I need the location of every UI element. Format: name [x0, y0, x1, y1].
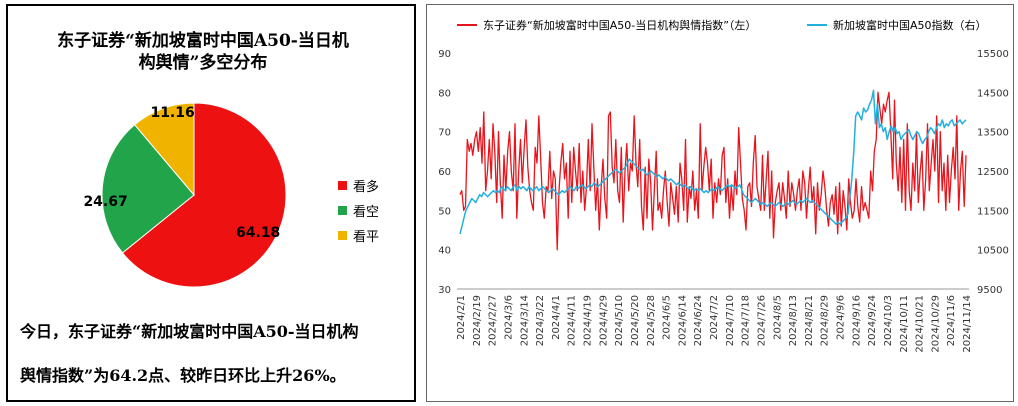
summary-line1: 今日，东子证券“新加坡富时中国A50-当日机构 — [20, 322, 359, 341]
legend-series-a50-index: 新加坡富时中国A50指数（右） — [807, 17, 987, 33]
x-tick-label: 2024/10/11 — [899, 295, 910, 353]
x-tick-label: 2024/10/29 — [930, 295, 941, 353]
x-tick-label: 2024/3/6 — [503, 295, 514, 340]
x-tick-label: 2024/9/16 — [851, 295, 862, 346]
x-tick-label: 2024/7/18 — [741, 295, 752, 346]
x-tick-label: 2024/2/27 — [488, 295, 499, 346]
x-tick-label: 2024/7/10 — [725, 295, 736, 346]
x-tick-label: 2024/3/22 — [535, 295, 546, 346]
y-left-tick-label: 50 — [438, 206, 451, 217]
x-tick-label: 2024/8/5 — [772, 295, 783, 340]
x-tick-label: 2024/7/2 — [709, 295, 720, 340]
x-tick-label: 2024/5/10 — [614, 295, 625, 346]
x-tick-label: 2024/10/21 — [915, 295, 926, 353]
pie-value-label-bullish: 64.18 — [236, 225, 280, 241]
x-tick-label: 2024/6/14 — [677, 295, 688, 346]
pie-chart-panel: 东子证券“新加坡富时中国A50-当日机 构舆情”多空分布 64.18 24.67 1… — [6, 4, 416, 402]
legend-swatch-neutral — [338, 231, 347, 240]
legend-line-sentiment — [457, 24, 477, 26]
y-right-tick-label: 9500 — [977, 285, 1002, 296]
legend-label-a50-index: 新加坡富时中国A50指数（右） — [833, 19, 987, 32]
y-left-tick-label: 30 — [438, 285, 451, 296]
y-right-tick-label: 12500 — [977, 167, 1009, 178]
x-tick-label: 2024/8/13 — [788, 295, 799, 346]
x-tick-label: 2024/4/29 — [598, 295, 609, 346]
y-right-tick-label: 13500 — [977, 128, 1009, 139]
x-tick-label: 2024/11/14 — [962, 295, 973, 353]
x-tick-label: 2024/6/24 — [693, 295, 704, 346]
y-left-tick-label: 40 — [438, 246, 451, 257]
x-tick-label: 2024/10/3 — [883, 295, 894, 346]
x-tick-label: 2024/11/6 — [946, 295, 957, 346]
pie-value-label-neutral: 11.16 — [150, 105, 194, 121]
pie-title-line1: 东子证券“新加坡富时中国A50-当日机 — [57, 31, 349, 51]
x-tick-label: 2024/5/20 — [630, 295, 641, 346]
legend-label-bullish: 看多 — [353, 180, 380, 195]
series-line-a50-index — [459, 89, 967, 235]
x-tick-label: 2024/8/29 — [820, 295, 831, 346]
x-tick-label: 2024/8/21 — [804, 295, 815, 346]
y-left-tick-label: 60 — [438, 167, 451, 178]
line-chart-svg: 30 40 50 60 70 80 90 9500 10500 11500 12500 13500 14… — [438, 49, 1009, 353]
x-tick-label: 2024/2/1 — [456, 295, 467, 340]
legend-item-neutral: 看平 — [338, 226, 379, 245]
legend-label-sentiment: 东子证券“新加坡富时中国A50-当日机构舆情指数”（左） — [483, 19, 757, 32]
summary-line2: 舆情指数”为64.2点、较昨日环比上升26%。 — [20, 366, 346, 385]
pie-slice-bearish — [101, 123, 195, 254]
pie-title-line2: 构舆情”多空分布 — [138, 53, 268, 73]
x-tick-label: 2024/2/19 — [472, 295, 483, 346]
pie-slice-bullish — [121, 102, 287, 288]
legend-item-bearish: 看空 — [338, 201, 379, 220]
legend-swatch-bullish — [338, 181, 347, 190]
x-tick-label: 2024/3/14 — [519, 295, 530, 346]
y-left-tick-label: 90 — [438, 49, 451, 60]
legend-item-bullish: 看多 — [338, 176, 379, 195]
x-tick-label: 2024/5/28 — [646, 295, 657, 346]
pie-chart-title: 东子证券“新加坡富时中国A50-当日机 构舆情”多空分布 — [18, 30, 388, 74]
x-tick-label: 2024/6/5 — [662, 295, 673, 340]
line-chart-panel: 东子证券“新加坡富时中国A50-当日机构舆情指数”（左） 新加坡富时中国A50指… — [426, 4, 1014, 402]
y-right-tick-label: 10500 — [977, 246, 1009, 257]
series-line-sentiment — [459, 91, 967, 251]
pie-value-label-bearish: 24.67 — [83, 194, 127, 210]
legend-series-sentiment: 东子证券“新加坡富时中国A50-当日机构舆情指数”（左） — [457, 17, 756, 33]
legend-swatch-bearish — [338, 206, 347, 215]
x-tick-label: 2024/7/26 — [756, 295, 767, 346]
x-tick-label: 2024/9/24 — [867, 295, 878, 346]
y-right-tick-label: 11500 — [977, 206, 1009, 217]
x-tick-label: 2024/4/1 — [551, 295, 562, 340]
pie-slice-neutral — [133, 102, 195, 197]
legend-label-neutral: 看平 — [353, 230, 380, 245]
legend-line-a50-index — [807, 24, 827, 26]
pie-chart-svg: 64.18 24.67 11.16 — [83, 102, 287, 288]
y-right-tick-label: 15500 — [977, 49, 1009, 60]
y-right-tick-label: 14500 — [977, 88, 1009, 99]
y-left-tick-label: 70 — [438, 128, 451, 139]
x-tick-label: 2024/4/11 — [567, 295, 578, 346]
legend-label-bearish: 看空 — [353, 205, 380, 220]
x-tick-label: 2024/9/6 — [836, 295, 847, 340]
y-left-tick-label: 80 — [438, 88, 451, 99]
x-tick-label: 2024/4/19 — [583, 295, 594, 346]
